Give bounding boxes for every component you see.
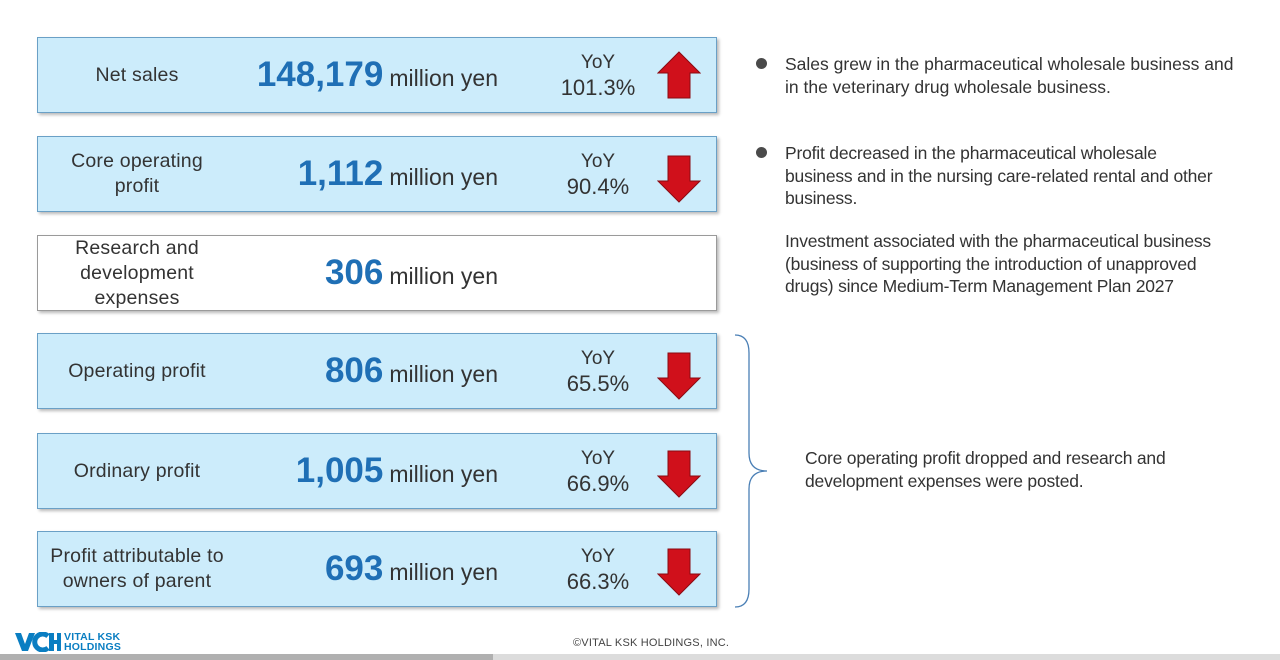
yoy-label: YoY [580,546,616,567]
kpi-label: Core operating profit [71,150,203,197]
kpi-yoy: YoY 65.5% [548,334,648,408]
kpi-unit: million yen [389,64,498,91]
yoy-label: YoY [580,151,616,172]
note-sales: Sales grew in the pharmaceutical wholesa… [785,54,1234,97]
yoy-value: 101.3% [560,75,636,100]
kpi-card-net-sales: Net sales 148,179 million yen YoY 101.3% [37,37,717,113]
note-profit: Profit decreased in the pharmaceutical w… [785,143,1213,208]
kpi-card-rd-expenses: Research and development expenses 306 mi… [37,235,717,311]
kpi-unit: million yen [389,360,498,387]
brace-icon [734,334,768,608]
kpi-unit: million yen [389,558,498,585]
logo-text: VITAL KSK HOLDINGS [61,631,122,653]
kpi-value: 1,005 [295,451,384,490]
logo-line1: VITAL KSK [64,631,121,643]
kpi-yoy: YoY 90.4% [548,137,648,211]
kpi-yoy: YoY 66.9% [548,434,648,508]
kpi-card-core-operating-profit: Core operating profit 1,112 million yen … [37,136,717,212]
kpi-value-wrap: 693 million yen [325,532,498,606]
kpi-value-wrap: 306 million yen [325,236,498,310]
kpi-label: Net sales [95,63,179,86]
yoy-label: YoY [580,52,616,73]
kpi-label: Operating profit [68,359,206,382]
kpi-value: 693 [324,549,384,588]
note-summary: Core operating profit dropped and resear… [805,448,1166,491]
kpi-value-wrap: 1,005 million yen [296,434,498,508]
yoy-value: 90.4% [566,174,630,199]
kpi-card-ordinary-profit: Ordinary profit 1,005 million yen YoY 66… [37,433,717,509]
kpi-value: 306 [324,253,384,292]
kpi-value-wrap: 148,179 million yen [257,38,498,112]
bullet-icon [756,58,767,69]
kpi-value-wrap: 806 million yen [325,334,498,408]
copyright: ©VITAL KSK HOLDINGS, INC. [573,637,730,649]
kpi-card-operating-profit: Operating profit 806 million yen YoY 65.… [37,333,717,409]
logo-line2: HOLDINGS [64,641,122,653]
kpi-label: Ordinary profit [73,459,201,482]
note-investment: Investment associated with the pharmaceu… [785,231,1211,296]
kpi-value: 148,179 [256,55,384,94]
arrow-down-icon [657,155,701,203]
kpi-card-profit-owners-parent: Profit attributable to owners of parent … [37,531,717,607]
arrow-up-icon [657,51,701,99]
arrow-down-icon [657,352,701,400]
arrow-down-icon [657,450,701,498]
footer-bar-dark [0,654,493,660]
yoy-value: 66.3% [566,569,630,594]
kpi-value-wrap: 1,112 million yen [298,137,498,211]
yoy-label: YoY [580,348,616,369]
kpi-unit: million yen [389,163,498,190]
yoy-label: YoY [580,448,616,469]
company-logo: VITAL KSK HOLDINGS [15,632,121,652]
yoy-value: 66.9% [566,471,630,496]
kpi-yoy: YoY 66.3% [548,532,648,606]
kpi-value: 806 [324,351,384,390]
footer-bar-light [493,654,1280,660]
kpi-unit: million yen [389,460,498,487]
kpi-value: 1,112 [297,154,384,193]
kpi-label: Profit attributable to owners of parent [50,545,224,592]
kpi-yoy: YoY 101.3% [548,38,648,112]
kpi-unit: million yen [389,262,498,289]
kpi-label: Research and development expenses [75,236,199,309]
logo-mark-icon [15,632,61,652]
yoy-value: 65.5% [566,371,630,396]
bullet-icon [756,147,767,158]
arrow-down-icon [657,548,701,596]
